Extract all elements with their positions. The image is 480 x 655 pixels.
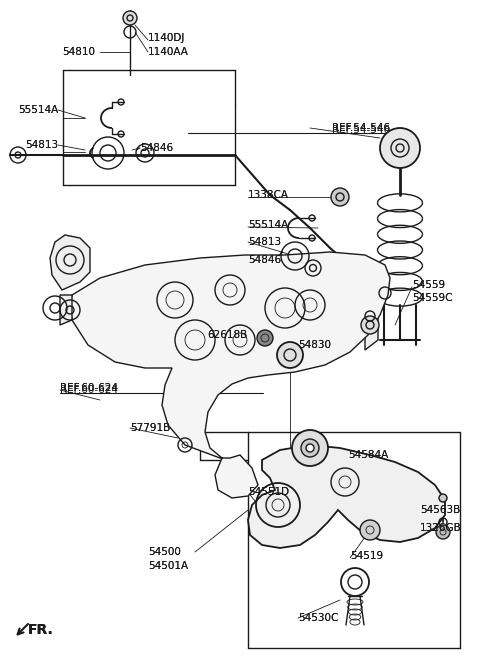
Text: 54551D: 54551D <box>248 487 289 497</box>
Text: 54810: 54810 <box>62 47 95 57</box>
Text: 55514A: 55514A <box>248 220 288 230</box>
Text: 54500: 54500 <box>148 547 181 557</box>
Circle shape <box>301 439 319 457</box>
Text: FR.: FR. <box>28 623 54 637</box>
Text: 54813: 54813 <box>248 237 281 247</box>
Text: 54584A: 54584A <box>348 450 388 460</box>
Text: 54813: 54813 <box>25 140 58 150</box>
Circle shape <box>436 525 450 539</box>
Text: 54551D: 54551D <box>248 487 289 497</box>
Circle shape <box>292 430 328 466</box>
Text: 55514A: 55514A <box>248 220 288 230</box>
Text: 54846: 54846 <box>140 143 173 153</box>
Text: 1338CA: 1338CA <box>248 190 289 200</box>
Polygon shape <box>70 252 390 498</box>
Text: FR.: FR. <box>28 623 54 637</box>
Text: 57791B: 57791B <box>130 423 170 433</box>
Circle shape <box>306 444 314 452</box>
Circle shape <box>257 330 273 346</box>
Text: 54501A: 54501A <box>148 561 188 571</box>
Text: 55514A: 55514A <box>18 105 58 115</box>
Circle shape <box>277 342 303 368</box>
Polygon shape <box>50 235 90 290</box>
Text: 54530C: 54530C <box>298 613 338 623</box>
Polygon shape <box>365 310 378 350</box>
Text: 54830: 54830 <box>298 340 331 350</box>
Text: 1140AA: 1140AA <box>148 47 189 57</box>
Text: 54810: 54810 <box>62 47 95 57</box>
Circle shape <box>380 128 420 168</box>
Text: 62618B: 62618B <box>208 330 248 340</box>
Polygon shape <box>248 445 445 548</box>
Text: 54530C: 54530C <box>298 613 338 623</box>
Text: 54519: 54519 <box>350 551 383 561</box>
Text: 54500: 54500 <box>148 547 181 557</box>
Text: 54830: 54830 <box>298 340 331 350</box>
Text: 54813: 54813 <box>25 140 58 150</box>
Text: 62618B: 62618B <box>208 330 248 340</box>
Text: 1338CA: 1338CA <box>248 190 289 200</box>
Text: 54559: 54559 <box>412 280 445 290</box>
Text: 55514A: 55514A <box>18 105 58 115</box>
Text: 54563B: 54563B <box>420 505 460 515</box>
Text: REF.54-546: REF.54-546 <box>332 123 390 133</box>
Text: 54813: 54813 <box>248 237 281 247</box>
Text: 1140AA: 1140AA <box>148 47 189 57</box>
Text: 54563B: 54563B <box>420 505 460 515</box>
Text: REF.54-546: REF.54-546 <box>332 123 390 133</box>
Circle shape <box>360 520 380 540</box>
Text: 54519: 54519 <box>350 551 383 561</box>
Circle shape <box>439 494 447 502</box>
Text: REF.60-624: REF.60-624 <box>60 383 118 393</box>
Text: REF.54-546: REF.54-546 <box>332 125 390 135</box>
Text: 54846: 54846 <box>248 255 281 265</box>
Text: REF.60-624: REF.60-624 <box>60 383 118 393</box>
Text: 54846: 54846 <box>248 255 281 265</box>
Text: 54846: 54846 <box>140 143 173 153</box>
Polygon shape <box>60 295 72 325</box>
Text: 57791B: 57791B <box>130 423 170 433</box>
Text: 54559: 54559 <box>412 280 445 290</box>
Text: 1140DJ: 1140DJ <box>148 33 185 43</box>
Text: 54559C: 54559C <box>412 293 453 303</box>
Text: 54559C: 54559C <box>412 293 453 303</box>
Circle shape <box>331 188 349 206</box>
Text: 1140DJ: 1140DJ <box>148 33 185 43</box>
Text: 54501A: 54501A <box>148 561 188 571</box>
Text: REF.60-624: REF.60-624 <box>60 385 118 395</box>
Text: 54584A: 54584A <box>348 450 388 460</box>
Circle shape <box>361 316 379 334</box>
Circle shape <box>123 11 137 25</box>
Text: 1326GB: 1326GB <box>420 523 462 533</box>
Text: 1326GB: 1326GB <box>420 523 462 533</box>
